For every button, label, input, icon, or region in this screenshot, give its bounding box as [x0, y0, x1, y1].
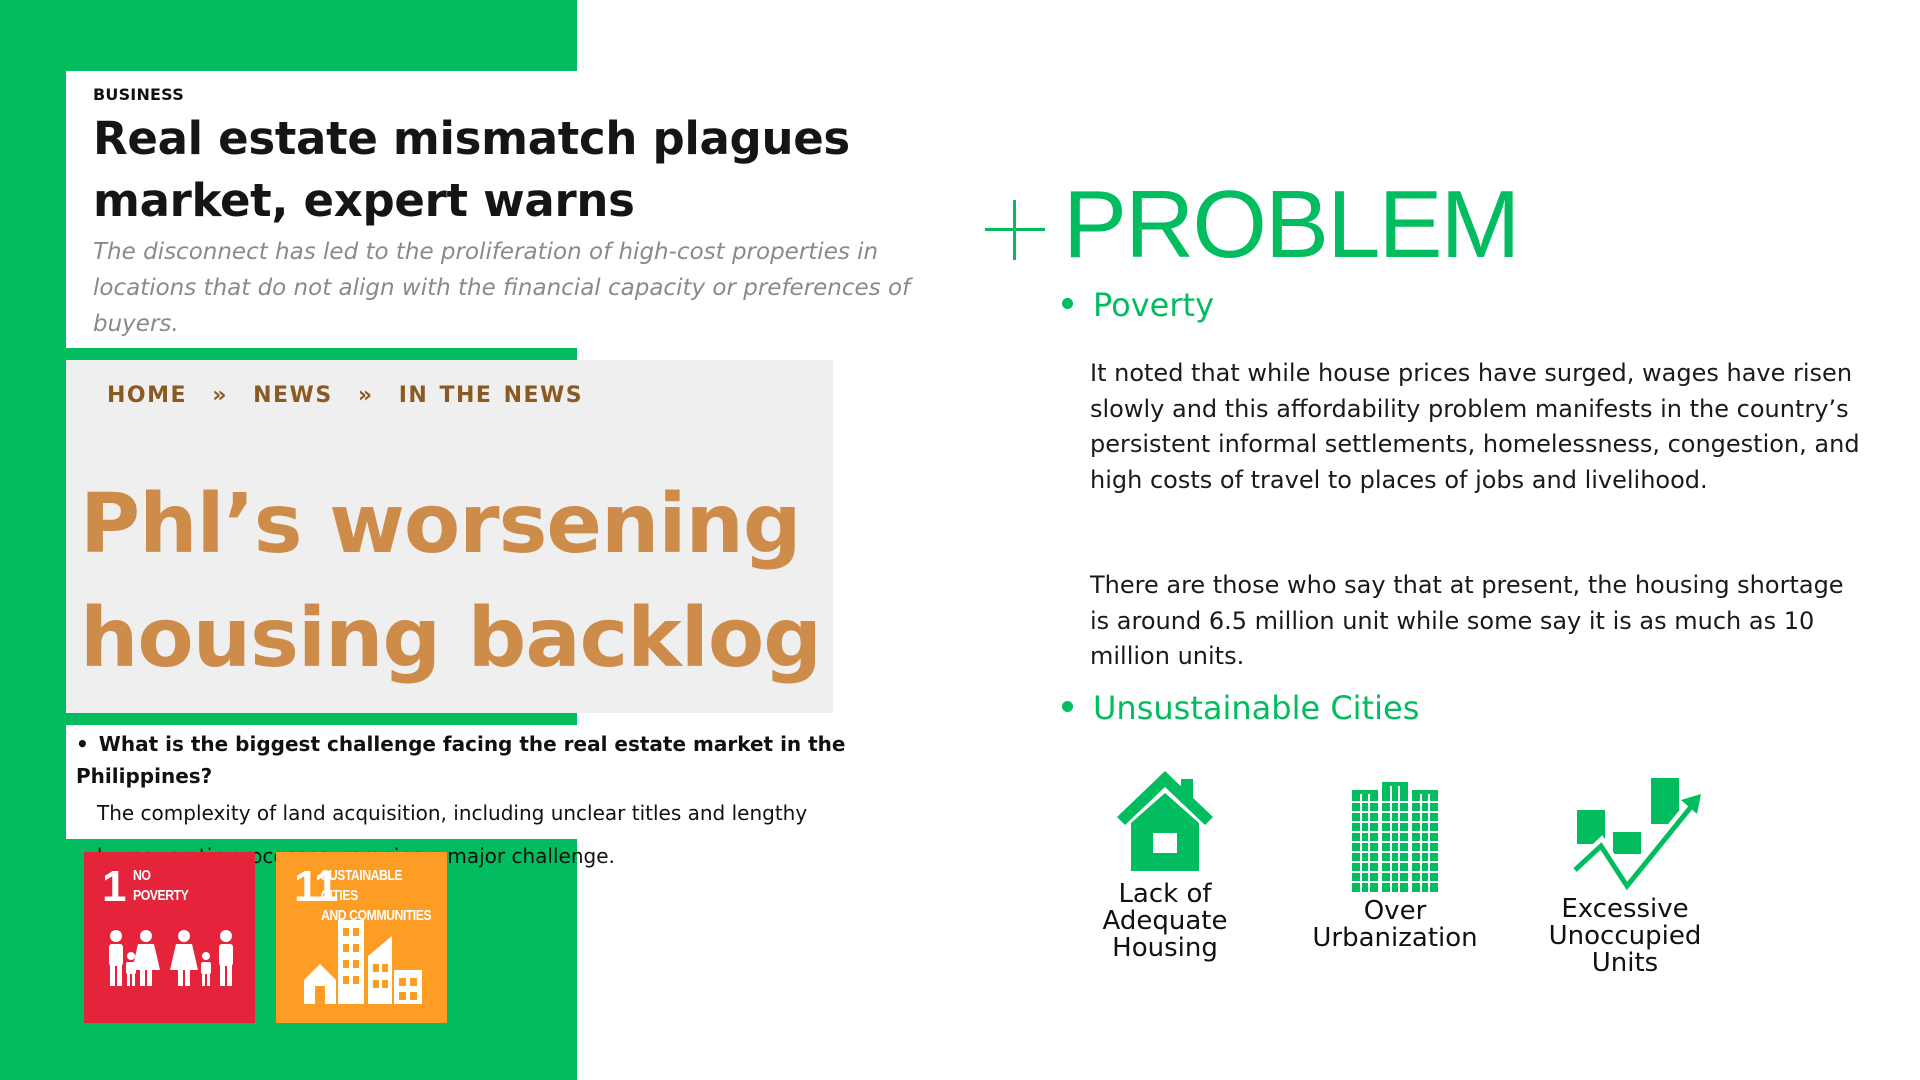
issue-caption-line: Lack of — [1118, 879, 1212, 909]
breadcrumb-separator: » — [357, 383, 374, 408]
poverty-bullet: Poverty — [1062, 286, 1214, 324]
house-icon — [1117, 771, 1213, 871]
issue-caption: Over Urbanization — [1300, 898, 1490, 952]
sdg-1-tile: 1 NO POVERTY — [84, 852, 255, 1023]
issue-excessive-unoccupied-units: Excessive Unoccupied Units — [1530, 770, 1720, 977]
article-clipping-qa: What is the biggest challenge facing the… — [66, 725, 947, 868]
sdg-number: 1 — [102, 862, 127, 911]
issue-caption-line: Unoccupied — [1548, 921, 1702, 951]
issue-caption: Excessive Unoccupied Units — [1530, 896, 1720, 977]
backlog-headline: Phl’s worsening housing backlog — [80, 477, 822, 686]
bullet-dot-icon — [1062, 297, 1073, 309]
sdg-number: 11 — [294, 862, 338, 911]
sdg-label: SUSTAINABLE CITIES AND COMMUNITIES — [321, 866, 436, 926]
sdg-11-tile: 11 SUSTAINABLE CITIES AND COMMUNITIES — [276, 852, 447, 1023]
family-icon — [109, 930, 233, 986]
unsustainable-cities-heading: Unsustainable Cities — [1093, 689, 1420, 727]
problem-title: PROBLEM — [1063, 171, 1520, 278]
bullet-dot-icon — [1062, 700, 1073, 712]
sdg-label-line: SUSTAINABLE CITIES — [321, 867, 403, 904]
breadcrumb-in-the-news: IN THE NEWS — [398, 383, 584, 408]
issue-caption: Lack of Adequate Housing — [1090, 881, 1240, 962]
issue-lack-of-adequate-housing: Lack of Adequate Housing — [1090, 765, 1240, 962]
skyscrapers-icon — [1352, 782, 1438, 892]
sdg-label-line: NO — [133, 867, 151, 884]
issue-caption-line: Adequate — [1102, 906, 1228, 936]
article-category: BUSINESS — [93, 85, 184, 104]
article-deck: The disconnect has led to the proliferat… — [93, 239, 911, 337]
article-clipping-housing-backlog: HOME » NEWS » IN THE NEWS Phl’s worsenin… — [66, 360, 833, 713]
issue-caption-line: Over — [1363, 896, 1427, 926]
issue-caption-line: Excessive — [1561, 894, 1689, 924]
article-clipping-mismatch: BUSINESS Real estate mismatch plagues ma… — [66, 71, 947, 348]
issue-caption-line: Urbanization — [1312, 923, 1478, 953]
qa-answer: The complexity of land acquisition, incl… — [97, 801, 808, 868]
sdg-label: NO POVERTY — [133, 866, 189, 906]
plus-icon — [985, 200, 1045, 260]
poverty-paragraph-2: There are those who say that at present,… — [1090, 571, 1844, 670]
sdg-label-line: POVERTY — [133, 887, 189, 904]
article-headline: Real estate mismatch plagues market, exp… — [93, 112, 850, 227]
poverty-heading: Poverty — [1093, 286, 1214, 324]
unsustainable-cities-bullet: Unsustainable Cities — [1062, 689, 1419, 727]
breadcrumb-home: HOME — [107, 383, 188, 408]
qa-question: What is the biggest challenge facing the… — [76, 728, 937, 792]
sdg-label-line: AND COMMUNITIES — [321, 907, 432, 924]
issue-over-urbanization: Over Urbanization — [1300, 780, 1490, 952]
city-buildings-icon — [304, 920, 422, 1004]
breadcrumb-news: NEWS — [253, 383, 333, 408]
issue-caption-line: Housing — [1112, 933, 1218, 963]
rising-chart-icon — [1570, 778, 1701, 890]
breadcrumb-separator: » — [212, 383, 228, 408]
poverty-paragraph-1: It noted that while house prices have su… — [1090, 359, 1860, 494]
issue-caption-line: Units — [1591, 948, 1659, 978]
breadcrumb: HOME » NEWS » IN THE NEWS — [107, 383, 597, 408]
